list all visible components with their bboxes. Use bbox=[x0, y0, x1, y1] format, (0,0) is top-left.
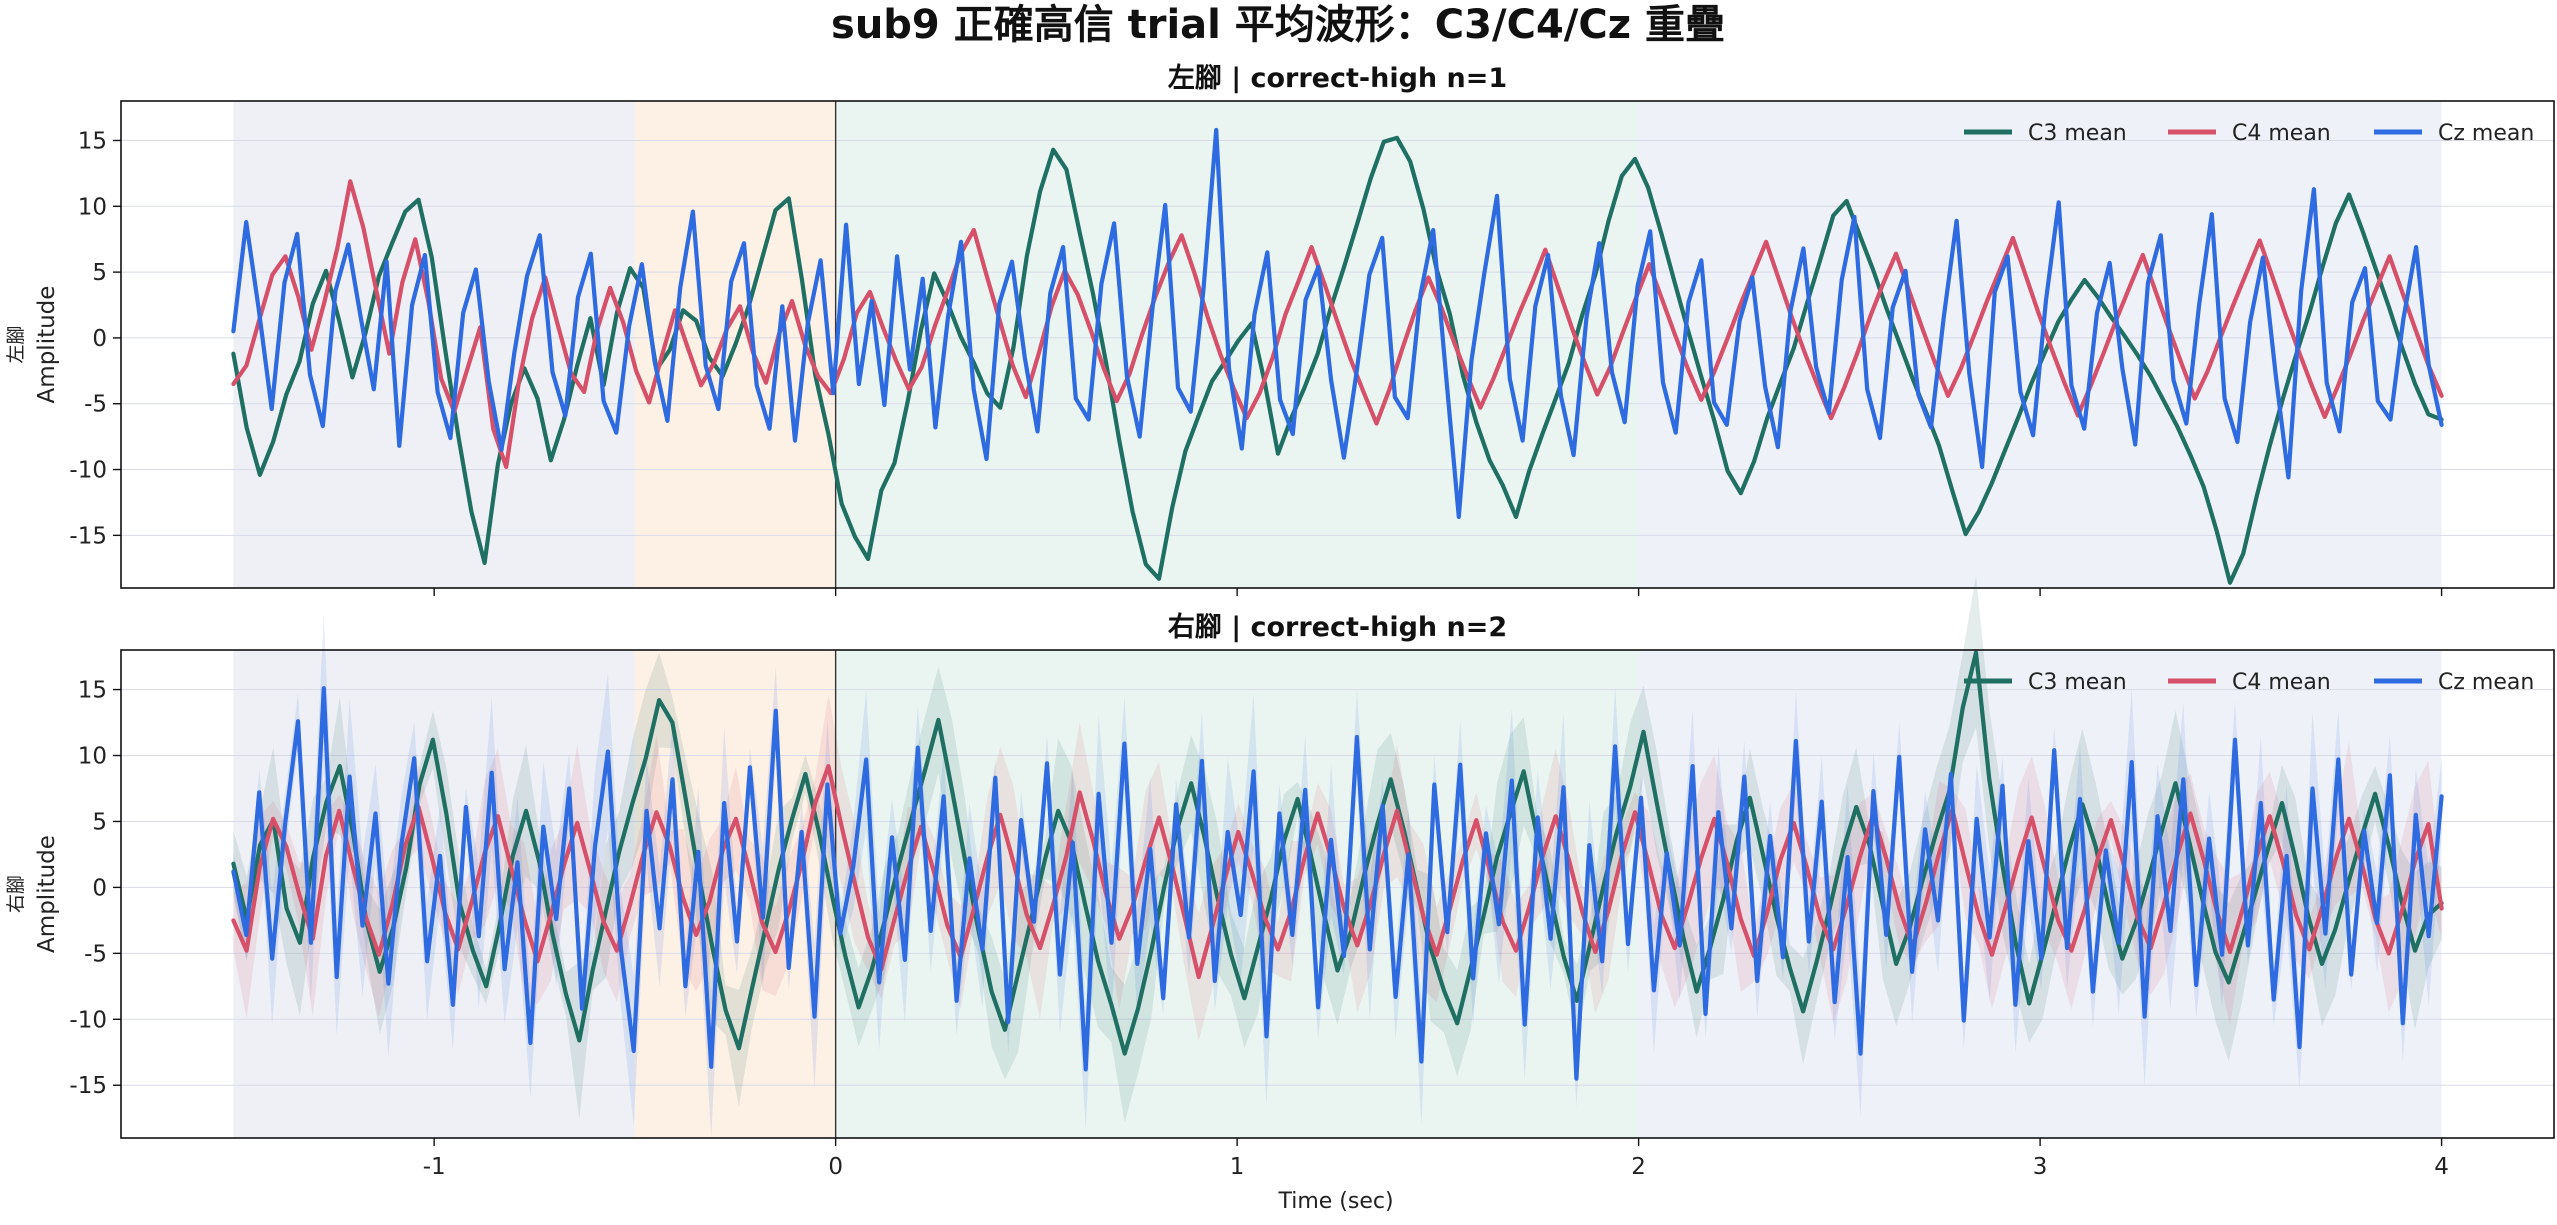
legend-label: C4 mean bbox=[2232, 121, 2331, 146]
figure-title: sub9 正確高信 trial 平均波形：C3/C4/Cz 重疊 bbox=[831, 2, 1725, 48]
y-tick-label: -5 bbox=[84, 941, 107, 967]
x-tick-label: 2 bbox=[1631, 1154, 1646, 1180]
y-tick-label: 10 bbox=[78, 744, 107, 770]
panel-title: 左腳 | correct-high n=1 bbox=[1168, 63, 1507, 94]
legend: C3 mean C4 mean Cz mean bbox=[1964, 670, 2534, 695]
x-tick-label: 4 bbox=[2434, 1154, 2449, 1180]
y-axis-label-top: 左腳 bbox=[5, 325, 27, 363]
y-tick-label: 10 bbox=[78, 194, 107, 220]
error-band bbox=[233, 575, 2442, 1123]
y-tick-label: -10 bbox=[69, 1007, 107, 1033]
y-tick-label: -15 bbox=[69, 1073, 107, 1099]
plot-frame bbox=[120, 100, 2555, 589]
legend-label: C3 mean bbox=[2028, 670, 2127, 695]
panel-title: 右腳 | correct-high n=2 bbox=[1168, 612, 1507, 643]
y-tick-label: 15 bbox=[78, 128, 107, 154]
x-axis-label: Time (sec) bbox=[1277, 1189, 1393, 1214]
series-line bbox=[231, 179, 2444, 469]
legend: C3 mean C4 mean Cz mean bbox=[1964, 121, 2534, 146]
legend-label: Cz mean bbox=[2438, 670, 2534, 695]
y-tick-label: 5 bbox=[92, 809, 107, 835]
y-tick-label: 0 bbox=[92, 326, 107, 352]
y-tick-label: 5 bbox=[92, 260, 107, 286]
plot-frame bbox=[120, 649, 2555, 1139]
x-tick-label: 3 bbox=[2033, 1154, 2048, 1180]
series-line bbox=[231, 650, 2444, 1056]
y-axis-label-top: 右腳 bbox=[5, 875, 27, 913]
legend-label: C4 mean bbox=[2232, 670, 2331, 695]
y-axis-label: Amplitude bbox=[34, 286, 60, 404]
x-tick-label: 1 bbox=[1230, 1154, 1245, 1180]
legend-label: Cz mean bbox=[2438, 121, 2534, 146]
legend-label: C3 mean bbox=[2028, 121, 2127, 146]
series-line bbox=[231, 127, 2444, 519]
panel-1: -15 -10 -5 0 5 10 15 左腳 | correct-high n=1 左腳 Amp… bbox=[5, 63, 2555, 596]
x-tick-label: 0 bbox=[828, 1154, 843, 1180]
y-axis-label: Amplitude bbox=[34, 835, 60, 953]
y-tick-label: -5 bbox=[84, 392, 107, 418]
y-tick-label: 0 bbox=[92, 875, 107, 901]
error-band bbox=[233, 694, 2442, 1041]
shaded-region bbox=[634, 650, 836, 1138]
y-tick-label: 15 bbox=[78, 678, 107, 704]
y-tick-label: -15 bbox=[69, 523, 107, 549]
y-tick-label: -10 bbox=[69, 458, 107, 484]
x-tick-label: -1 bbox=[423, 1154, 446, 1180]
series-line bbox=[231, 686, 2444, 1081]
